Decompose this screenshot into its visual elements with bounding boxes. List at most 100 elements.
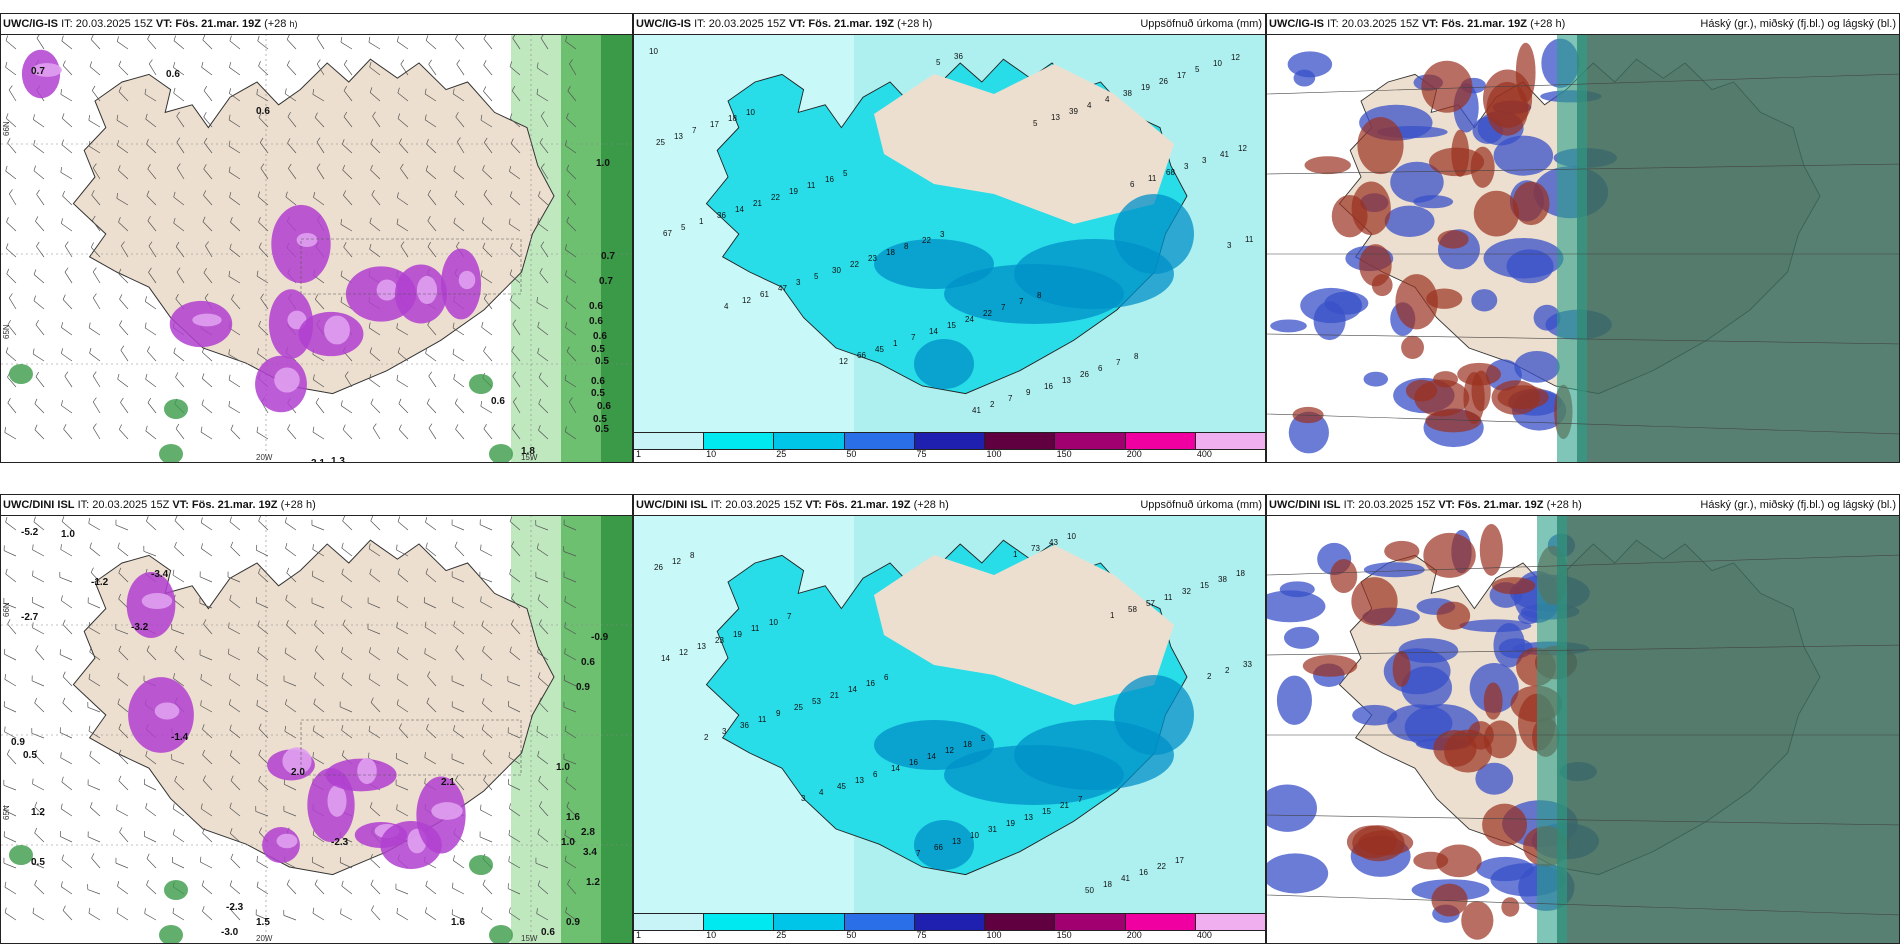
wind-barb — [116, 114, 129, 128]
wind-barb — [538, 372, 549, 388]
wind-barb — [8, 85, 17, 102]
heavy-precip-area — [914, 820, 974, 870]
wind-barb — [35, 645, 45, 661]
lead-time: (+28 h) — [897, 18, 933, 30]
snow-area-core — [274, 367, 300, 393]
wind-barb — [536, 88, 549, 102]
wind-barb — [482, 646, 493, 661]
wind-barb — [567, 86, 577, 102]
wind-barb — [453, 620, 465, 635]
wind-barb — [342, 164, 353, 180]
wind-barb — [228, 166, 241, 180]
wind-barb — [118, 165, 129, 180]
wind-barb — [202, 775, 213, 791]
wind-barb — [91, 190, 101, 206]
precip-amount-label: 25 — [794, 703, 803, 712]
precip-amount-label: 66 — [934, 843, 943, 852]
wind-barb — [425, 35, 437, 50]
temperature-label: 1.8 — [521, 446, 535, 457]
wind-barb — [535, 857, 549, 869]
precip-amount-label: 7 — [1019, 297, 1024, 306]
valid-time: VT: Fös. 21.mar. 19Z — [1421, 18, 1528, 30]
wind-barb — [535, 571, 549, 583]
wind-barb — [398, 723, 409, 739]
precip-amount-label: 16 — [909, 758, 918, 767]
precip-amount-label: 18 — [886, 248, 895, 257]
wind-barb — [507, 700, 521, 713]
wind-barb — [87, 701, 101, 713]
wind-barb — [258, 515, 269, 531]
wind-barb — [369, 217, 381, 232]
valid-time: VT: Fös. 21.mar. 19Z — [788, 18, 895, 30]
wind-barb — [396, 323, 409, 336]
wind-barb — [481, 217, 493, 232]
mid-cloud — [1304, 156, 1351, 175]
wind-barb — [228, 374, 241, 388]
wind-barb — [536, 543, 549, 557]
wind-barb — [258, 749, 269, 765]
wind-barb — [229, 750, 241, 765]
temperature-label: 1.0 — [61, 529, 75, 540]
wind-barb — [536, 725, 549, 739]
wind-barb — [396, 699, 409, 713]
wind-barb — [313, 698, 325, 713]
precip-amount-label: 11 — [1245, 235, 1254, 244]
wind-barb — [229, 62, 241, 76]
wind-barb — [283, 805, 297, 817]
wind-barb — [118, 723, 129, 739]
wind-barb — [563, 519, 577, 531]
precip-amount-label: 15 — [1042, 807, 1051, 816]
grid-line — [1267, 73, 1899, 95]
init-time: IT: 20.03.2025 15Z — [1327, 18, 1419, 30]
wind-barb — [537, 321, 549, 336]
precip-amount-label: 1 — [1110, 611, 1115, 620]
wind-barb — [454, 541, 465, 557]
wind-barb — [508, 218, 521, 232]
wind-barb — [368, 543, 381, 557]
panel-accum-igis: UWC/IG-IS IT: 20.03.2025 15Z VT: Fös. 21… — [633, 13, 1266, 463]
rain-patch — [469, 374, 493, 394]
wind-barb — [7, 319, 17, 336]
wind-barb — [202, 216, 213, 232]
wind-barb — [120, 397, 129, 414]
wind-barb — [171, 754, 185, 765]
wind-barb — [396, 673, 409, 687]
wind-barb — [62, 60, 73, 76]
legend-tick-label: 10 — [706, 930, 717, 940]
wind-barb — [481, 724, 493, 739]
wind-barb — [229, 243, 241, 258]
wind-barb — [116, 907, 129, 921]
precip-amount-label: 26 — [654, 563, 663, 572]
temperature-label: 0.6 — [593, 331, 607, 342]
wind-barb — [117, 542, 129, 557]
wind-barb — [146, 645, 157, 661]
wind-barb — [257, 646, 269, 661]
temperature-label: -5.2 — [21, 527, 39, 538]
wind-barb — [286, 567, 297, 583]
wind-barb — [92, 215, 101, 232]
wind-barb — [368, 725, 381, 739]
wind-barb — [398, 398, 409, 414]
wind-barb — [3, 779, 17, 791]
wind-barb — [256, 700, 269, 713]
low-cloud — [1324, 291, 1369, 315]
wind-barb — [565, 322, 577, 336]
precip-amount-label: 14 — [848, 685, 857, 694]
init-time: IT: 20.03.2025 15Z — [61, 18, 153, 30]
wind-barb — [480, 544, 493, 557]
wind-barb — [146, 880, 157, 895]
low-cloud — [1471, 289, 1498, 312]
temperature-label: 0.7 — [31, 66, 45, 77]
wind-barb — [145, 373, 157, 388]
wind-barb — [120, 241, 129, 258]
wind-barb — [507, 883, 521, 895]
precip-amount-label: 7 — [916, 849, 921, 858]
wind-barb — [508, 856, 521, 869]
precip-amount-label: 5 — [843, 169, 848, 178]
wind-barb — [342, 515, 353, 531]
map-precip-temp: 0.7 0.60.61.00.70.70.60.60.60.50.50.60.50… — [1, 34, 632, 462]
precip-amount-label: 13 — [674, 132, 683, 141]
model-source: UWC/DINI ISL — [636, 499, 708, 511]
wind-barb — [452, 322, 465, 336]
wind-barb — [370, 853, 381, 869]
